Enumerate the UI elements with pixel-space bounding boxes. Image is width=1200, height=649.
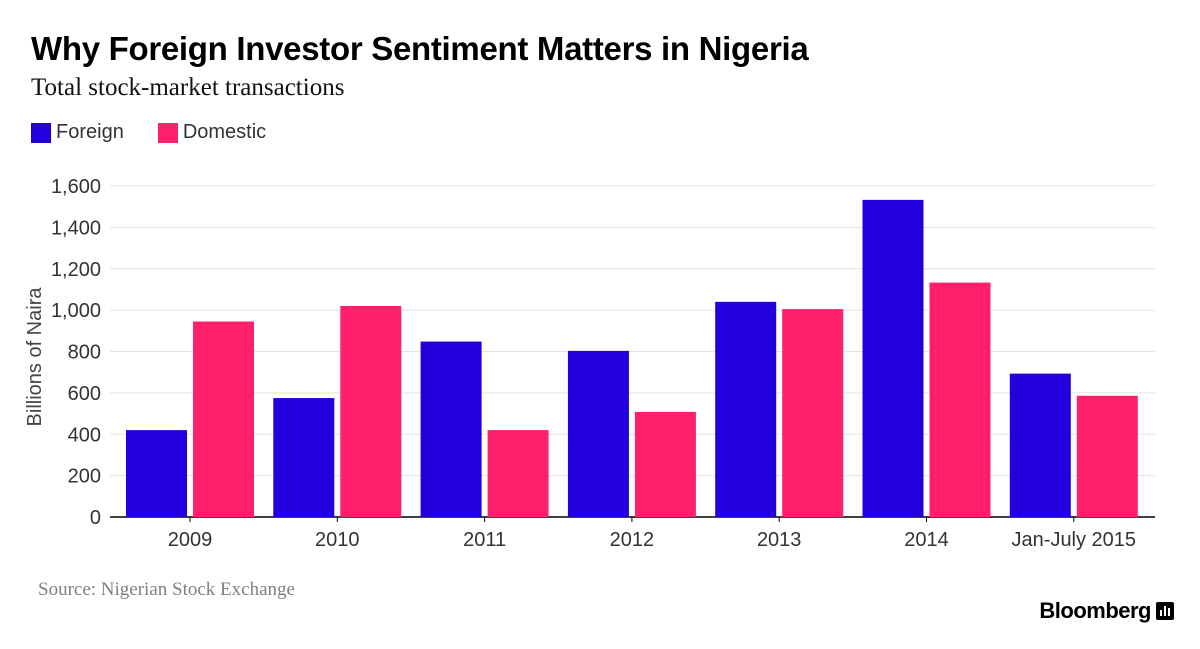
x-axis-ticks: 2009 2010 2011 2012 2013 2014 Jan-July 2015 bbox=[168, 517, 1136, 551]
bar-domestic bbox=[1076, 395, 1138, 517]
bar-foreign bbox=[715, 301, 777, 517]
chart-title: Why Foreign Investor Sentiment Matters i… bbox=[31, 30, 809, 67]
bar-domestic bbox=[340, 305, 402, 517]
source-note: Source: Nigerian Stock Exchange bbox=[38, 579, 295, 600]
bar-domestic bbox=[782, 309, 844, 517]
x-tick-label: 2013 bbox=[757, 529, 802, 551]
bars bbox=[126, 199, 1138, 517]
bar-foreign bbox=[126, 430, 187, 517]
x-tick-label: Jan-July 2015 bbox=[1012, 529, 1137, 551]
bar-domestic bbox=[929, 282, 991, 517]
bar-foreign bbox=[1009, 373, 1071, 517]
bar-domestic bbox=[487, 430, 549, 517]
bar-domestic bbox=[193, 321, 254, 517]
y-axis-label: Billions of Naira bbox=[24, 287, 46, 427]
y-axis-ticks: 0 200 400 600 800 1,000 1,200 1,400 1,600 bbox=[51, 176, 101, 529]
x-tick-label: 2011 bbox=[463, 529, 506, 551]
legend-label-domestic: Domestic bbox=[182, 121, 267, 143]
y-tick-label: 600 bbox=[68, 383, 101, 405]
legend-item-domestic: Domestic bbox=[157, 121, 267, 144]
x-tick-label: 2012 bbox=[610, 529, 655, 551]
bar-foreign bbox=[420, 341, 482, 517]
bar-foreign bbox=[862, 199, 924, 517]
legend: Foreign Domestic bbox=[31, 121, 300, 144]
bar-foreign bbox=[567, 350, 629, 517]
legend-swatch-foreign bbox=[31, 122, 51, 143]
y-tick-label: 1,000 bbox=[51, 300, 101, 322]
y-tick-label: 0 bbox=[90, 507, 101, 529]
x-tick-label: 2009 bbox=[168, 529, 213, 551]
x-tick-label: 2014 bbox=[904, 529, 949, 551]
bloomberg-chart-icon bbox=[1156, 602, 1174, 620]
y-tick-label: 400 bbox=[68, 424, 101, 446]
brand-name: Bloomberg bbox=[1039, 598, 1151, 623]
legend-label-foreign: Foreign bbox=[56, 121, 124, 143]
bar-domestic bbox=[634, 411, 696, 517]
legend-swatch-domestic bbox=[157, 122, 178, 143]
bloomberg-logo: Bloomberg bbox=[1039, 598, 1174, 624]
bar-foreign bbox=[273, 398, 335, 517]
x-tick-label: 2010 bbox=[315, 529, 360, 551]
y-tick-label: 200 bbox=[68, 466, 101, 488]
y-tick-label: 1,600 bbox=[51, 176, 101, 198]
y-tick-label: 1,400 bbox=[51, 217, 101, 239]
y-tick-label: 800 bbox=[68, 342, 101, 364]
gridlines bbox=[110, 185, 1155, 518]
chart-subtitle: Total stock-market transactions bbox=[31, 74, 345, 101]
legend-item-foreign: Foreign bbox=[31, 121, 124, 144]
y-tick-label: 1,200 bbox=[51, 259, 101, 281]
